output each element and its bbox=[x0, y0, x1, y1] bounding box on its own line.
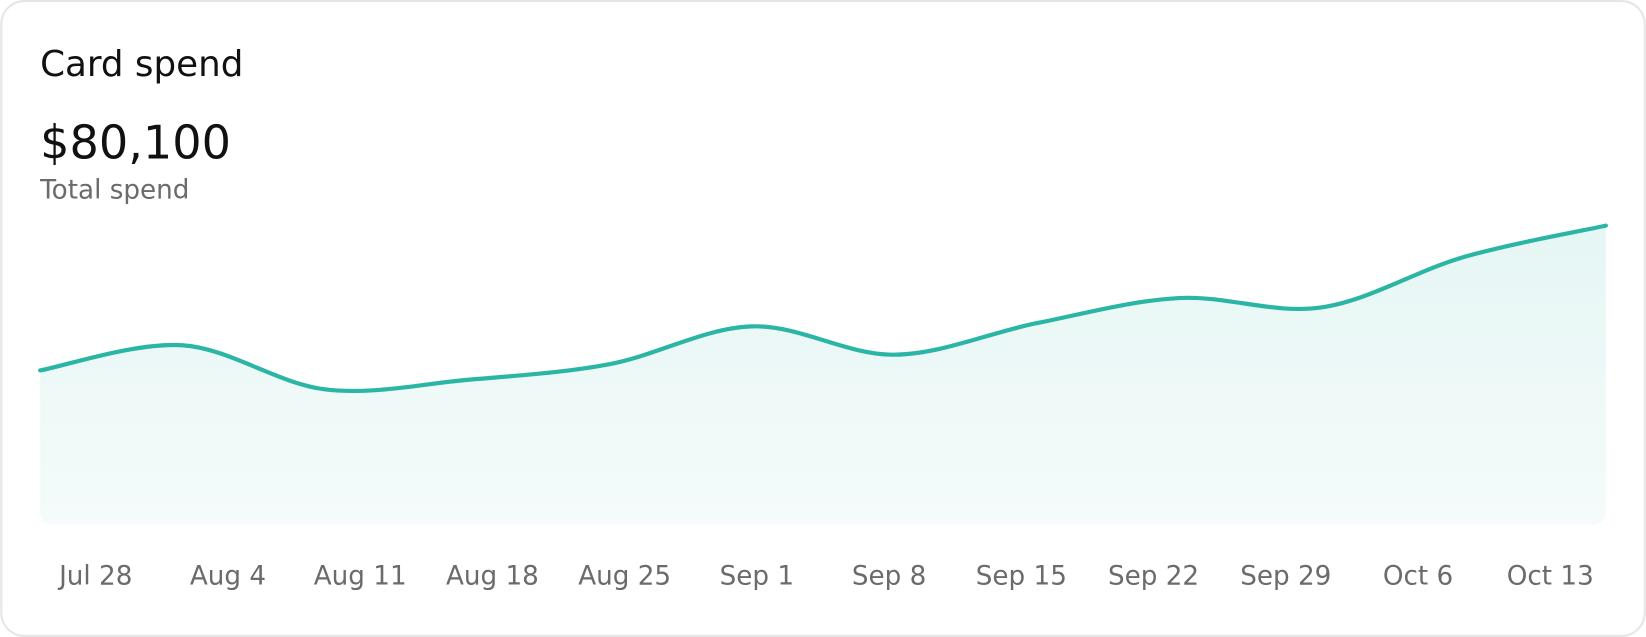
x-tick-label: Aug 25 bbox=[578, 562, 671, 592]
x-tick-label: Jul 28 bbox=[57, 562, 132, 592]
x-tick-label: Sep 15 bbox=[976, 562, 1067, 592]
x-tick-label: Sep 22 bbox=[1108, 562, 1199, 592]
x-tick-label: Sep 8 bbox=[852, 562, 926, 592]
x-tick-label: Oct 6 bbox=[1383, 562, 1453, 592]
x-tick-label: Aug 11 bbox=[314, 562, 407, 592]
x-tick-label: Sep 1 bbox=[720, 562, 794, 592]
summary-label: Total spend bbox=[39, 175, 189, 205]
plot: Jul 28 Aug 4 Aug 11 Aug 18 Aug 25 Sep 1 Sep 8 S… bbox=[38, 223, 1608, 592]
summary-value: $80,100 bbox=[40, 115, 231, 169]
x-tick-label: Aug 4 bbox=[190, 562, 266, 592]
x-tick-label: Aug 18 bbox=[446, 562, 539, 592]
x-tick-label: Sep 29 bbox=[1240, 562, 1331, 592]
line bbox=[38, 223, 1608, 394]
card-title: Card spend bbox=[40, 44, 243, 85]
x-tick-label: Oct 13 bbox=[1507, 562, 1594, 592]
